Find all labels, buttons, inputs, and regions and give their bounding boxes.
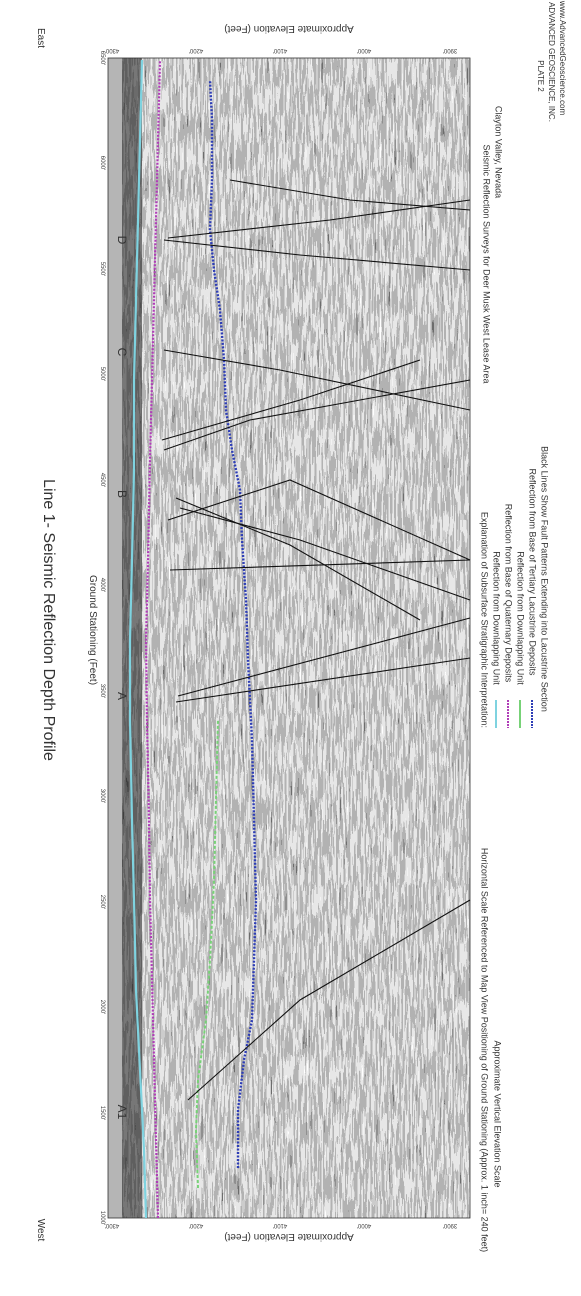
legend-heading: Explanation of Subsurface Stratigraphic … bbox=[479, 511, 490, 729]
magenta-reflector bbox=[144, 59, 162, 1219]
x-tick-label: 5000' bbox=[99, 367, 105, 382]
legend-swatch bbox=[507, 700, 509, 728]
station-b: B bbox=[115, 489, 129, 499]
x-axis-label: Ground Stationing (Feet) bbox=[87, 574, 98, 686]
legend-swatch bbox=[531, 700, 533, 728]
right-tick-label: 4300' bbox=[104, 47, 120, 53]
legend-label: Black Lines Show Fault Patterns Extendin… bbox=[539, 445, 550, 712]
station-d: D bbox=[115, 235, 129, 245]
blue-reflector bbox=[208, 79, 258, 1168]
left-tick-label: 4100' bbox=[272, 1222, 288, 1228]
x-tick-label: 2500' bbox=[99, 894, 105, 909]
x-tick-label: 6000' bbox=[99, 156, 105, 171]
right-tick-label: 4100' bbox=[272, 47, 288, 53]
surface-strip bbox=[108, 58, 122, 1218]
legend-label: Reflection from Base of Tertiary Lacustr… bbox=[527, 468, 538, 676]
survey-location: Clayton Valley, Nevada bbox=[493, 105, 504, 199]
right-tick-label: 4200' bbox=[188, 47, 204, 53]
x-tick-label: 3500' bbox=[99, 683, 105, 698]
y-axis-label-left: Approximate Elevation (Feet) bbox=[224, 1231, 354, 1242]
figure-title: Line 1- Seismic Reflection Depth Profile bbox=[40, 479, 57, 761]
survey-title: Seismic Reflection Surveys for Deer Musk… bbox=[481, 144, 492, 384]
company-name: ADVANCED GEOSCIENCE, INC. bbox=[547, 2, 556, 122]
legend-label: Reflection from Downlapping Unit bbox=[515, 551, 526, 686]
y-axis-label-right: Approximate Elevation (Feet) bbox=[224, 23, 354, 34]
legend-swatch bbox=[495, 700, 497, 728]
seismic-section bbox=[108, 58, 470, 1218]
east-label: East bbox=[35, 27, 46, 49]
legend-swatch bbox=[519, 700, 521, 728]
station-a: A bbox=[115, 691, 129, 701]
left-tick-label: 4200' bbox=[188, 1222, 204, 1228]
left-tick-label: 4300' bbox=[104, 1222, 120, 1228]
x-tick-label: 1500' bbox=[99, 1105, 105, 1120]
station-a1: A1 bbox=[115, 1104, 129, 1120]
company-website: www.AdvancedGeoscience.com bbox=[558, 0, 567, 116]
station-c: C bbox=[115, 347, 129, 357]
right-tick-label: 3900' bbox=[442, 47, 458, 53]
legend-label: Reflection from Downlapping Unit bbox=[491, 551, 502, 686]
x-tick-label: 3000' bbox=[99, 788, 105, 804]
fault-lines bbox=[161, 179, 471, 1101]
plate-number: PLATE 2 bbox=[536, 60, 545, 92]
x-tick-label: 5500' bbox=[99, 261, 105, 277]
left-tick-label: 4000' bbox=[356, 1222, 372, 1228]
west-label: West bbox=[35, 1218, 46, 1242]
cyan-reflector bbox=[128, 59, 148, 1219]
x-tick-label: 4500' bbox=[99, 472, 105, 488]
green-reflector bbox=[194, 719, 219, 1189]
x-tick-label: 4000' bbox=[99, 578, 105, 593]
right-tick-label: 4000' bbox=[356, 47, 372, 53]
horizontal-scale-note: Horizontal Scale Referenced to Map View … bbox=[479, 847, 490, 1253]
left-tick-label: 3900' bbox=[442, 1222, 458, 1228]
vertical-scale-note: Approximate Vertical Elevation Scale bbox=[492, 1040, 503, 1188]
legend-label: Reflection from Base of Quaternary Depos… bbox=[503, 503, 514, 683]
x-tick-label: 2000' bbox=[99, 999, 105, 1015]
